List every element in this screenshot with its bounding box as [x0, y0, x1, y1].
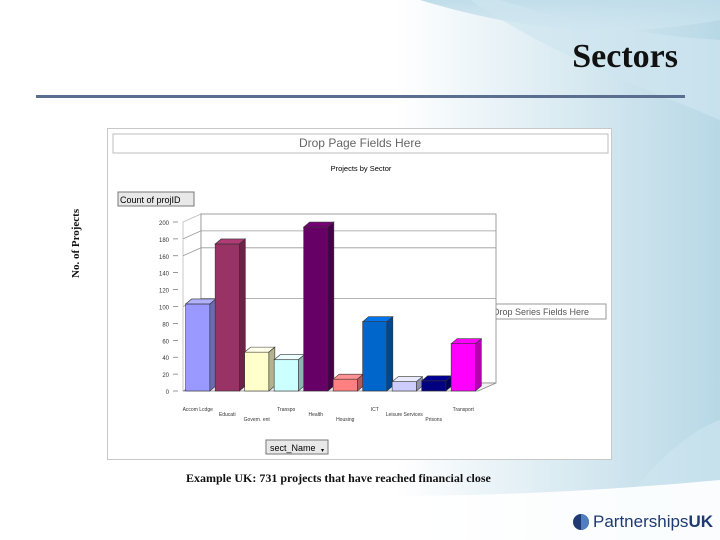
chart-title: Projects by Sector	[331, 164, 392, 173]
x-tick-label: Accom Lcdge	[183, 407, 214, 413]
bar-front	[214, 243, 240, 392]
page-fields-drop-zone[interactable]	[112, 133, 609, 154]
category-dropdown-icon[interactable]: ▾	[321, 447, 324, 454]
page-fields-text: Drop Page Fields Here	[299, 136, 421, 150]
bar-leisure-services	[361, 316, 394, 392]
bar-front	[273, 359, 299, 392]
x-axis-labels: Accom Lcdge Educati Govern. ent Transpo Heal…	[183, 407, 475, 423]
y-tick-label: 160	[159, 255, 170, 261]
y-tick-label: 200	[159, 221, 170, 227]
y-axis-label: No. of Projects	[70, 208, 82, 278]
bar-front	[244, 351, 270, 392]
y-tick-label: 180	[159, 238, 170, 244]
bar-front	[362, 321, 388, 392]
y-tick-label: 140	[159, 272, 170, 278]
gridline-side	[182, 247, 202, 257]
x-tick-label: Health	[309, 412, 324, 418]
x-tick-label: Transpo	[277, 407, 295, 413]
bar-front	[303, 226, 329, 392]
bar-front	[185, 303, 211, 392]
logo-mark-icon	[573, 514, 589, 530]
pivot-chart: Drop Page Fields Here Projects by Sector…	[107, 128, 612, 460]
y-axis-ticks: 0 20 40 60 80 100 120 140 160 180 200	[159, 221, 178, 396]
x-tick-label: Prisons	[425, 417, 442, 423]
bar-side	[327, 221, 335, 392]
bar-front	[450, 343, 476, 392]
bar-accommodation	[184, 298, 217, 392]
x-tick-label: Govern. ent	[244, 417, 271, 423]
bars	[184, 221, 483, 392]
x-tick-label: ICT	[371, 407, 379, 413]
bar-other	[450, 338, 483, 392]
y-tick-label: 20	[162, 373, 169, 379]
y-tick-label: 0	[166, 390, 170, 396]
bar-ict	[332, 373, 365, 392]
y-tick-label: 40	[162, 356, 169, 362]
chart-canvas: Drop Page Fields Here Projects by Sector…	[112, 133, 609, 455]
logo-suffix: UK	[688, 512, 713, 531]
y-tick-label: 120	[159, 289, 170, 295]
category-field-button[interactable]	[265, 439, 329, 455]
x-tick-label: Housing	[336, 417, 355, 423]
slide-title: Sectors	[572, 38, 678, 75]
bar-front	[421, 380, 447, 392]
category-field-button-label: sect_Name	[270, 443, 316, 453]
x-tick-label: Educati	[219, 412, 236, 418]
data-field-button-label: Count of projID	[120, 195, 181, 205]
bar-side	[386, 316, 394, 392]
title-underline	[36, 95, 685, 98]
y-tick-label: 60	[162, 339, 169, 345]
partnerships-uk-logo: Partnerships UK	[572, 510, 713, 534]
x-tick-label: Leisure Services	[386, 412, 423, 418]
bar-front	[332, 378, 358, 392]
bar-transport	[420, 375, 453, 392]
bar-prisons	[391, 376, 424, 392]
data-field-button[interactable]	[117, 191, 195, 207]
bar-side	[475, 338, 482, 392]
y-tick-label: 80	[162, 322, 169, 328]
x-tick-label: Transport	[453, 407, 475, 413]
bar-environment-transport	[243, 346, 276, 392]
bar-front	[391, 381, 417, 392]
gridline-side	[182, 230, 202, 240]
bar-education	[214, 238, 247, 392]
logo-name: Partnerships	[593, 512, 689, 531]
bar-housing	[302, 221, 335, 392]
y-tick-label: 100	[159, 306, 170, 312]
chart-caption: Example UK: 731 projects that have reach…	[186, 471, 491, 485]
series-fields-text: Drop Series Fields Here	[493, 307, 589, 317]
bar-health	[273, 354, 306, 392]
